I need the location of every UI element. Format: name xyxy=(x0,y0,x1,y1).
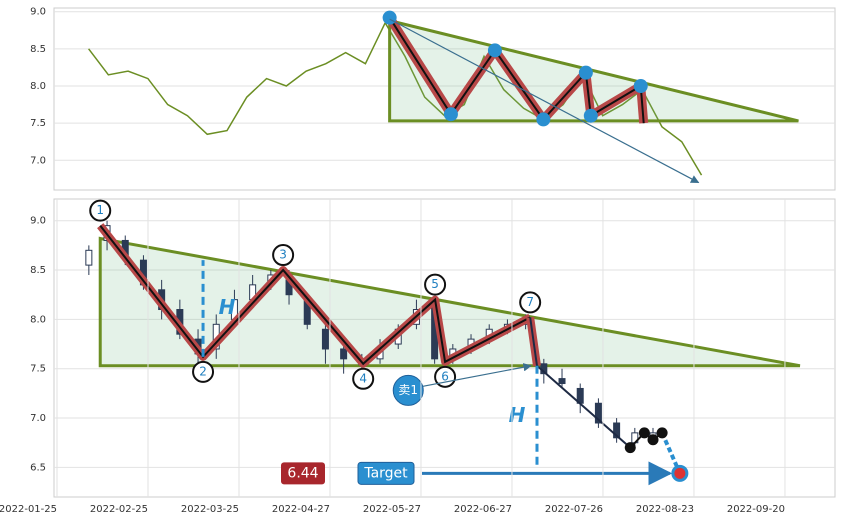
y-tick-label: 7.5 xyxy=(30,364,46,375)
y-tick-label: 6.5 xyxy=(30,462,46,473)
points-line xyxy=(629,431,663,449)
triangle xyxy=(98,236,801,368)
x-tick-label: 2022-09-20 xyxy=(727,504,785,515)
pattern-label-ring xyxy=(89,199,112,222)
pattern-label: 4 xyxy=(359,371,367,385)
signal-arrow xyxy=(422,363,532,388)
y-tick-label: 9.0 xyxy=(30,216,46,227)
y-tick-label: 8.5 xyxy=(30,44,46,55)
pattern-label-ring xyxy=(434,365,457,388)
target-value-box xyxy=(281,462,325,485)
pattern-label: 7 xyxy=(526,295,534,309)
y-tick-label: 9.0 xyxy=(30,7,46,18)
pattern-line xyxy=(388,17,645,124)
candle-body xyxy=(613,422,621,439)
pattern-label: 1 xyxy=(96,203,104,217)
x-tick-label: 2022-04-27 xyxy=(272,504,330,515)
pattern-label: 3 xyxy=(279,248,287,262)
target-box xyxy=(357,461,415,485)
pattern-point xyxy=(536,112,551,127)
pattern-label-ring xyxy=(424,273,447,296)
target-value: 6.44 xyxy=(287,465,318,481)
x-tick-label: 2022-01-25 xyxy=(0,504,57,515)
pattern-label-ring xyxy=(192,360,215,383)
target-label: Target xyxy=(363,465,408,481)
x-tick-label: 2022-07-26 xyxy=(545,504,603,515)
candle-body xyxy=(321,328,329,350)
price-point xyxy=(656,427,668,439)
pattern-label: 5 xyxy=(431,277,439,291)
signal-label: 卖1 xyxy=(398,383,418,397)
x-tick-label: 2022-06-27 xyxy=(454,504,512,515)
y-tick-label: 8.5 xyxy=(30,265,46,276)
pattern-point xyxy=(583,108,598,123)
candle-body xyxy=(85,249,93,266)
x-tick-label: 2022-08-23 xyxy=(636,504,694,515)
signal-marker xyxy=(392,374,424,406)
candle-body xyxy=(340,348,348,360)
measure-label: H xyxy=(219,295,236,319)
target-point xyxy=(671,464,689,482)
price-point xyxy=(647,434,659,446)
pattern-label-ring xyxy=(352,367,375,390)
y-tick-label: 8.0 xyxy=(30,81,46,92)
pattern-label: 2 xyxy=(199,364,207,378)
price-point xyxy=(624,442,636,454)
pattern-point xyxy=(633,79,648,93)
x-tick-label: 2022-03-25 xyxy=(181,504,239,515)
pattern-point xyxy=(443,107,458,122)
price-point xyxy=(638,427,650,439)
candle-body xyxy=(558,378,566,385)
pattern-label-ring xyxy=(519,291,542,314)
pattern-label: 6 xyxy=(441,369,449,383)
pattern-line xyxy=(99,225,531,366)
candle-body xyxy=(594,402,602,424)
x-tick-label: 2022-02-25 xyxy=(90,504,148,515)
y-tick-label: 7.0 xyxy=(30,413,46,424)
trend-arrow xyxy=(389,18,700,184)
measure-label: H xyxy=(509,403,526,427)
y-tick-label: 8.0 xyxy=(30,314,46,325)
pattern-label-ring xyxy=(272,244,295,267)
pattern-point xyxy=(487,43,502,58)
y-tick-label: 7.0 xyxy=(30,155,46,166)
pattern-point xyxy=(578,65,593,80)
x-tick-label: 2022-05-27 xyxy=(363,504,421,515)
y-tick-label: 7.5 xyxy=(30,118,46,129)
pattern-point xyxy=(382,10,397,25)
